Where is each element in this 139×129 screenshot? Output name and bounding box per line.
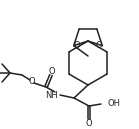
Text: OH: OH: [107, 99, 120, 108]
Text: O: O: [96, 41, 103, 50]
Text: O: O: [86, 119, 92, 127]
Text: O: O: [73, 41, 80, 50]
Text: O: O: [29, 76, 35, 86]
Text: O: O: [49, 67, 55, 75]
Text: NH: NH: [45, 91, 58, 99]
